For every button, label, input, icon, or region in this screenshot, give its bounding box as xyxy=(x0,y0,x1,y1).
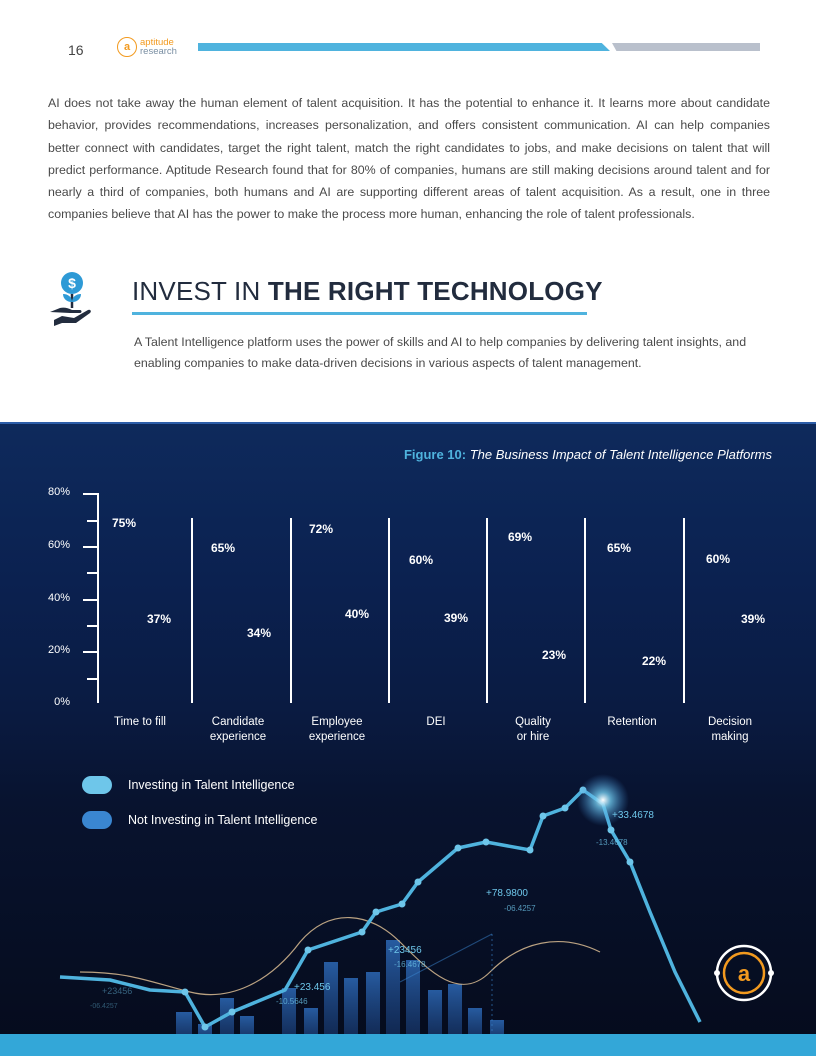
svg-text:$: $ xyxy=(68,275,76,291)
category-label-dei: DEI xyxy=(426,716,446,728)
legend-swatch-not-investing xyxy=(82,810,112,829)
header-accent-bar xyxy=(198,43,610,51)
category-label-employee-experience: Employee experience xyxy=(308,716,366,743)
figure-caption: Figure 10: The Business Impact of Talent… xyxy=(403,447,772,462)
svg-text:-10.5646: -10.5646 xyxy=(276,997,308,1006)
y-axis xyxy=(97,493,99,703)
y-minor-tick xyxy=(87,572,97,574)
value-not-investing-decision-making: 39% xyxy=(740,612,766,626)
svg-text:+23456: +23456 xyxy=(102,986,132,996)
figure-top-border xyxy=(0,422,816,424)
bar-chart: 80% 60% 40% 20% 0% 75% 65% 72% 60% 69% 6… xyxy=(0,422,816,762)
column-divider xyxy=(290,518,292,703)
y-tick-label: 20% xyxy=(47,644,70,656)
y-major-tick xyxy=(83,546,97,548)
value-investing-retention: 65% xyxy=(606,541,632,555)
legend-item-investing: Investing in Talent Intelligence xyxy=(82,767,317,802)
column-divider xyxy=(584,518,586,703)
legend-swatch-investing xyxy=(82,775,112,794)
value-investing-dei: 60% xyxy=(408,553,434,567)
y-tick-label: 80% xyxy=(47,486,70,498)
page-number: 16 xyxy=(68,42,84,58)
section-underline xyxy=(132,312,587,315)
value-investing-time-to-fill: 75% xyxy=(111,516,137,530)
chart-legend: Investing in Talent Intelligence Not Inv… xyxy=(82,767,317,837)
value-not-investing-dei: 39% xyxy=(443,611,469,625)
svg-text:-13.4678: -13.4678 xyxy=(596,838,628,847)
svg-text:a: a xyxy=(738,961,751,986)
logo-line2: research xyxy=(140,46,177,57)
y-minor-tick xyxy=(87,520,97,522)
figure-10: +33.4678 -13.4678 +78.9800 -06.4257 +234… xyxy=(0,422,816,1056)
y-tick-label: 40% xyxy=(47,592,70,604)
intro-paragraph: AI does not take away the human element … xyxy=(48,96,770,222)
category-label-candidate-experience: Candidate experience xyxy=(209,716,267,743)
value-investing-decision-making: 60% xyxy=(705,552,731,566)
value-not-investing-employee-experience: 40% xyxy=(344,607,370,621)
value-not-investing-time-to-fill: 37% xyxy=(146,612,172,626)
money-plant-hand-icon: $ xyxy=(48,270,92,326)
svg-text:-06.4257: -06.4257 xyxy=(90,1003,118,1010)
value-investing-quality-of-hire: 69% xyxy=(507,530,533,544)
svg-text:+78.9800: +78.9800 xyxy=(486,888,528,899)
y-tick-label: 60% xyxy=(47,539,70,551)
column-divider xyxy=(683,518,685,703)
category-label-quality-of-hire: Quality or hire xyxy=(515,716,551,743)
aptitude-corner-logo-icon: a xyxy=(714,944,774,1002)
column-divider xyxy=(486,518,488,703)
value-investing-employee-experience: 72% xyxy=(308,522,334,536)
section-title: INVEST IN THE RIGHT TECHNOLOGY xyxy=(132,276,603,306)
page-header: 16 a aptitude research xyxy=(0,0,816,70)
y-tick-label: 0% xyxy=(54,696,70,708)
section-description: A Talent Intelligence platform uses the … xyxy=(134,335,747,370)
y-minor-tick xyxy=(87,678,97,680)
value-investing-candidate-experience: 65% xyxy=(210,541,236,555)
value-not-investing-candidate-experience: 34% xyxy=(246,626,272,640)
value-not-investing-quality-of-hire: 23% xyxy=(541,648,567,662)
svg-text:-06.4257: -06.4257 xyxy=(504,904,536,913)
category-label-time-to-fill: Time to fill xyxy=(114,716,166,728)
svg-text:+23456: +23456 xyxy=(388,945,422,956)
value-not-investing-retention: 22% xyxy=(641,654,667,668)
logo-a-icon: a xyxy=(117,37,137,57)
svg-text:+33.4678: +33.4678 xyxy=(612,810,654,821)
y-minor-tick xyxy=(87,625,97,627)
y-major-tick xyxy=(83,493,97,495)
category-label-decision-making: Decision making xyxy=(707,716,753,743)
category-label-retention: Retention xyxy=(607,716,657,728)
footer-accent-bar xyxy=(0,1034,816,1056)
legend-item-not-investing: Not Investing in Talent Intelligence xyxy=(82,802,317,837)
svg-text:+23.456: +23.456 xyxy=(294,982,331,993)
logo-line1: aptitude xyxy=(140,37,174,48)
header-gray-bar xyxy=(612,43,760,51)
column-divider xyxy=(388,518,390,703)
aptitude-logo: a aptitude research xyxy=(117,37,177,57)
y-major-tick xyxy=(83,651,97,653)
y-major-tick xyxy=(83,599,97,601)
svg-text:-16.4678: -16.4678 xyxy=(394,960,426,969)
column-divider xyxy=(191,518,193,703)
